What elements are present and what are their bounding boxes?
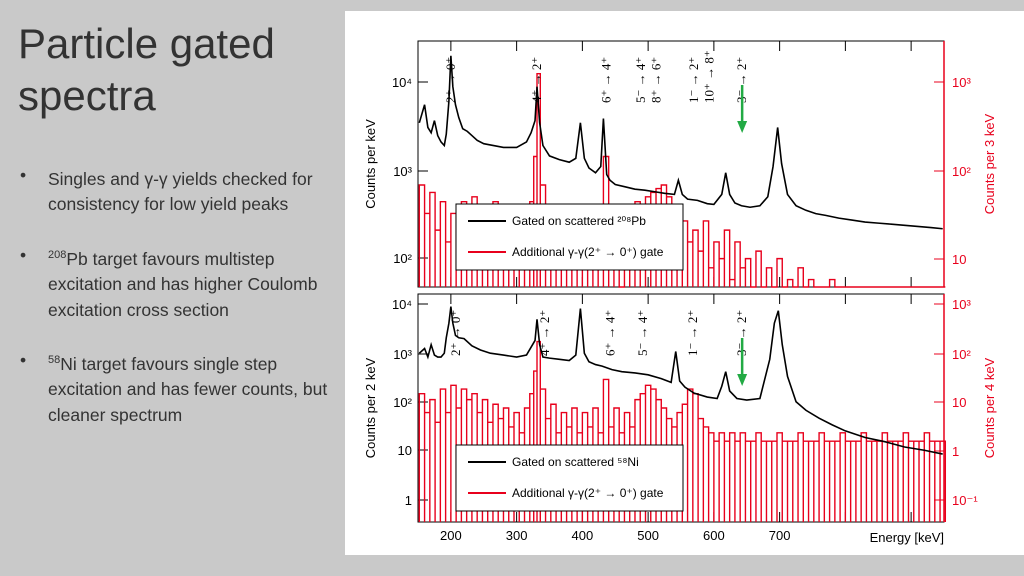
transition-label: 2⁺ → 0⁺ bbox=[448, 310, 463, 356]
y-axis-title-right: Counts per 4 keV bbox=[982, 357, 997, 458]
series-particle-gated bbox=[418, 306, 943, 455]
slide-title: Particle gated spectra bbox=[18, 18, 338, 122]
bullet-text: Ni target favours single step excitation… bbox=[48, 353, 328, 425]
y-tick-label-right: 10⁻¹ bbox=[952, 493, 978, 508]
y-axis-title-left: Counts per keV bbox=[363, 119, 378, 209]
transition-label: 1⁻ → 2⁺ bbox=[685, 310, 700, 356]
y-tick-label-right: 1 bbox=[952, 444, 959, 459]
bullet-text: Singles and γ-γ yields checked for consi… bbox=[48, 168, 313, 215]
legend-label: Gated on scattered ⁵⁸Ni bbox=[512, 455, 639, 469]
y-tick-label-left: 10³ bbox=[393, 347, 412, 362]
transition-label: 6⁺ → 4⁺ bbox=[603, 310, 618, 356]
bullet-text: Pb target favours multistep excitation a… bbox=[48, 248, 318, 320]
legend-label: Additional γ-γ(2⁺ → 0⁺) gate bbox=[512, 486, 664, 500]
y-tick-label-left: 1 bbox=[405, 493, 412, 508]
y-tick-label-right: 10 bbox=[952, 252, 966, 267]
y-axis-title-right: Counts per 3 keV bbox=[982, 113, 997, 214]
slide-title-line1: Particle gated bbox=[18, 20, 275, 67]
bullet-superscript: 208 bbox=[48, 248, 67, 261]
legend-label: Additional γ-γ(2⁺ → 0⁺) gate bbox=[512, 245, 664, 259]
y-tick-label-left: 10² bbox=[393, 395, 412, 410]
transition-label: 10⁺ → 8⁺ bbox=[701, 50, 716, 103]
bullet-dot-icon: • bbox=[20, 165, 27, 185]
slide-title-line2: spectra bbox=[18, 72, 156, 119]
spectrum-figure: 10² 10³ 10⁴ 10 10² 10³ Counts per keV Counts pe… bbox=[345, 11, 1024, 555]
legend-box bbox=[455, 444, 684, 512]
bullet-dot-icon: • bbox=[20, 350, 27, 371]
x-tick-label: 200 bbox=[440, 528, 462, 543]
y-tick-label-left: 10³ bbox=[393, 164, 412, 179]
y-tick-label-left: 10⁴ bbox=[392, 297, 412, 312]
bullet-item: • 208Pb target favours multistep excitat… bbox=[18, 243, 338, 323]
transition-label: 6⁺ → 4⁺ bbox=[599, 57, 614, 103]
bullet-dot-icon: • bbox=[20, 244, 27, 265]
bullet-list: • Singles and γ-γ yields checked for con… bbox=[18, 163, 338, 453]
y-axis-title-left: Counts per 2 keV bbox=[363, 357, 378, 458]
x-axis-title: Energy [keV] bbox=[870, 530, 944, 545]
x-tick-label: 600 bbox=[703, 528, 725, 543]
y-tick-label-left: 10 bbox=[398, 443, 412, 458]
series-particle-gated bbox=[418, 55, 943, 230]
transition-label: 8⁺ → 6⁺ bbox=[649, 57, 664, 103]
bullet-item: • Singles and γ-γ yields checked for con… bbox=[18, 163, 338, 218]
transition-label: 4⁺ → 2⁺ bbox=[537, 310, 552, 356]
legend-label: Gated on scattered ²⁰⁸Pb bbox=[512, 214, 646, 228]
transition-label: 1⁻ → 2⁺ bbox=[686, 57, 701, 103]
green-arrow-head-icon bbox=[737, 374, 748, 386]
green-arrow-head-icon bbox=[737, 121, 748, 133]
x-tick-label: 700 bbox=[769, 528, 791, 543]
y-tick-label-right: 10³ bbox=[952, 75, 971, 90]
transition-label: 5⁻ → 4⁺ bbox=[633, 57, 648, 103]
x-tick-label: 400 bbox=[572, 528, 594, 543]
spectrum-chart: 10² 10³ 10⁴ 10 10² 10³ Counts per keV Counts pe… bbox=[363, 40, 997, 545]
transition-label: 5⁻ → 4⁺ bbox=[635, 310, 650, 356]
y-tick-label-right: 10 bbox=[952, 395, 966, 410]
transition-label: 3⁻ → 2⁺ bbox=[734, 57, 749, 103]
transition-label: 3⁻ → 2⁺ bbox=[734, 310, 749, 356]
x-tick-label: 300 bbox=[506, 528, 528, 543]
x-tick-label: 500 bbox=[637, 528, 659, 543]
y-tick-label-left: 10² bbox=[393, 251, 412, 266]
transition-label: 2⁺ → 0⁺ bbox=[443, 57, 458, 103]
bullet-superscript: 58 bbox=[48, 354, 61, 367]
y-tick-label-right: 10³ bbox=[952, 297, 971, 312]
legend-box bbox=[455, 203, 684, 271]
bullet-item: • 58Ni target favours single step excita… bbox=[18, 348, 338, 428]
y-tick-label-right: 10² bbox=[952, 164, 971, 179]
y-tick-label-right: 10² bbox=[952, 347, 971, 362]
y-tick-label-left: 10⁴ bbox=[392, 75, 412, 90]
transition-label: 4⁺ → 2⁺ bbox=[529, 57, 544, 103]
